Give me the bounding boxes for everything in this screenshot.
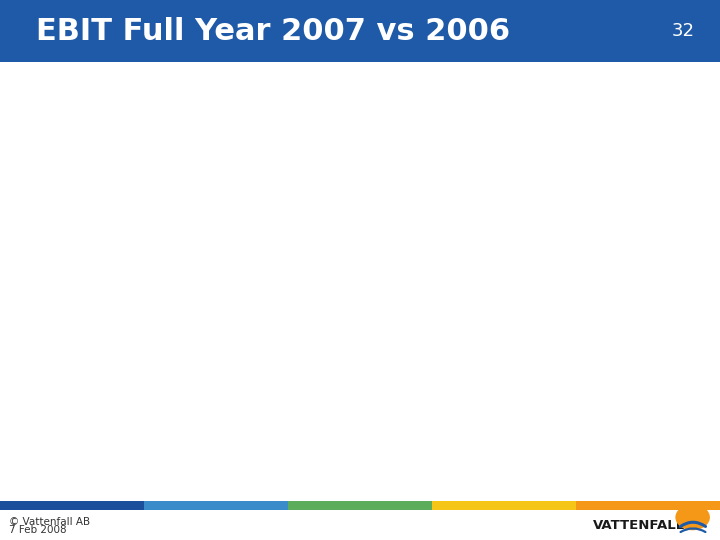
Text: © Vattenfall AB: © Vattenfall AB	[9, 517, 90, 526]
Bar	[0, 0, 720, 62]
Circle shape	[675, 504, 710, 530]
Text: 7 Feb 2008: 7 Feb 2008	[9, 525, 66, 535]
Text: VATTENFALL: VATTENFALL	[593, 519, 685, 532]
Bar	[0, 501, 144, 510]
Text: EBIT Full Year 2007 vs 2006: EBIT Full Year 2007 vs 2006	[36, 17, 510, 45]
Bar	[144, 501, 288, 510]
FancyArrowPatch shape	[680, 528, 706, 532]
Text: 32: 32	[672, 22, 695, 40]
FancyArrowPatch shape	[680, 522, 706, 526]
Bar	[432, 501, 576, 510]
Bar	[576, 501, 720, 510]
Bar	[288, 501, 432, 510]
